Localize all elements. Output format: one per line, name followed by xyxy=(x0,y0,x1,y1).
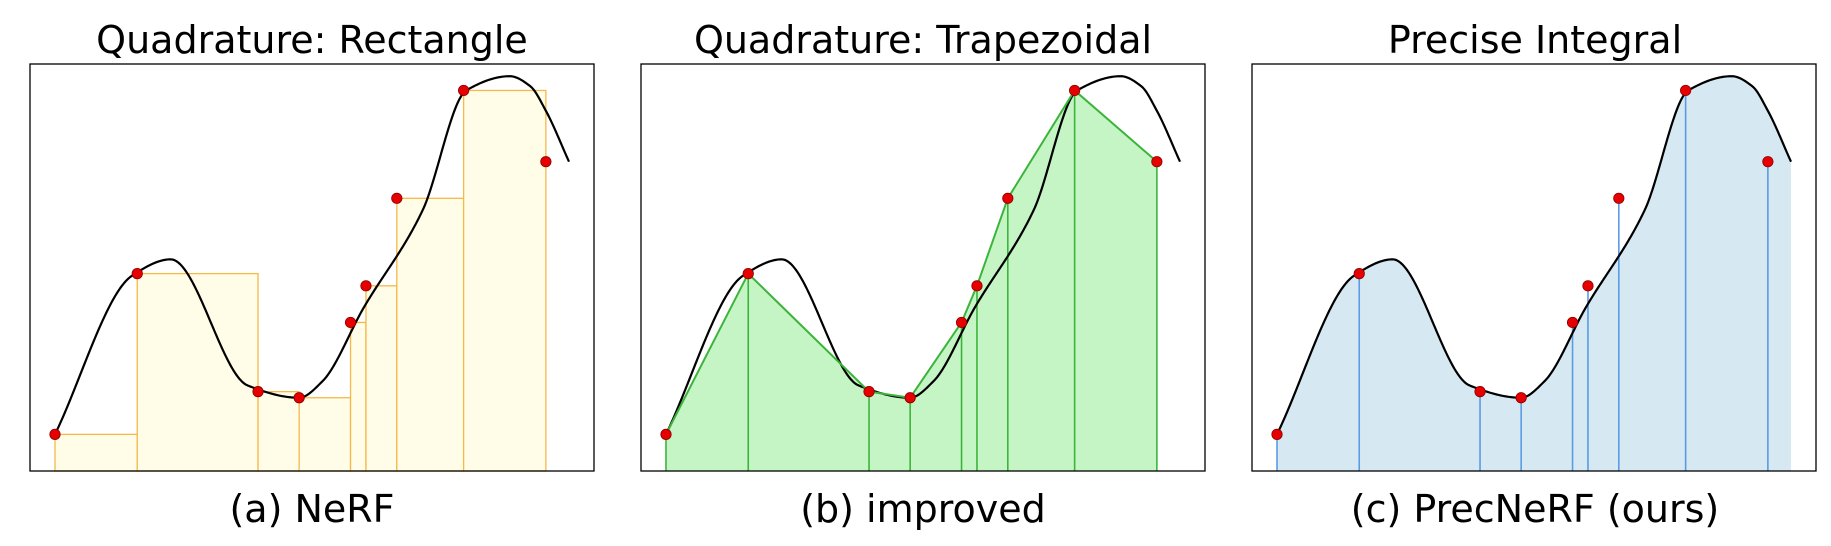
trapezoidal-quadrature-plot xyxy=(640,63,1206,472)
sample-point xyxy=(1566,316,1579,329)
axes-frame xyxy=(640,63,1206,472)
axes-frame xyxy=(29,63,595,472)
quadrature-bar xyxy=(462,89,547,472)
panel-caption-rectangle: (a) NeRF xyxy=(229,487,394,531)
sample-point xyxy=(1515,392,1527,404)
panel-caption-precise: (c) PrecNeRF (ours) xyxy=(1351,487,1719,531)
trapezoid-fill xyxy=(666,90,1157,471)
quadrature-bar xyxy=(136,272,259,472)
panel-caption-trapezoidal: (b) improved xyxy=(800,487,1046,531)
sample-point xyxy=(1151,156,1163,168)
panel-title-trapezoidal: Quadrature: Trapezoidal xyxy=(694,18,1152,62)
sample-point xyxy=(458,84,470,97)
integral-area xyxy=(1277,76,1791,472)
sample-point xyxy=(904,392,916,404)
sample-point xyxy=(1271,428,1283,440)
sample-point xyxy=(660,428,672,440)
sample-point xyxy=(540,156,552,168)
sample-point xyxy=(1680,84,1692,97)
quadrature-bar xyxy=(298,397,352,472)
panel-rectangle: Quadrature: Rectangle (a) NeRF xyxy=(29,18,595,531)
sample-point xyxy=(1474,386,1486,398)
quadrature-bar xyxy=(257,390,300,472)
precise-integral-plot xyxy=(1251,63,1817,472)
sample-point xyxy=(955,316,968,329)
sample-point xyxy=(742,268,754,280)
sample-point xyxy=(1353,268,1365,280)
quadrature-bar xyxy=(365,285,398,472)
sample-point xyxy=(344,316,357,329)
sample-point xyxy=(1582,280,1594,292)
panel-title-precise: Precise Integral xyxy=(1388,18,1682,62)
panel-title-rectangle: Quadrature: Rectangle xyxy=(96,18,528,62)
panel-precise: Precise Integral (c) PrecNeRF (ours) xyxy=(1251,18,1817,531)
quadrature-bar xyxy=(54,433,138,472)
sample-point xyxy=(131,268,143,280)
panel-trapezoidal: Quadrature: Trapezoidal (b) improved xyxy=(640,18,1206,531)
sample-point xyxy=(1002,192,1014,204)
sample-point xyxy=(360,280,372,292)
sample-point xyxy=(1069,84,1081,97)
rectangle-quadrature-plot xyxy=(29,63,595,472)
quadrature-bar xyxy=(396,197,465,472)
sample-point xyxy=(1762,156,1774,168)
sample-point xyxy=(49,428,61,440)
sample-point xyxy=(1613,192,1625,204)
sample-point xyxy=(293,392,305,404)
axes-frame xyxy=(1251,63,1817,472)
sample-point xyxy=(971,280,983,292)
sample-point xyxy=(863,386,875,398)
sample-point xyxy=(391,192,403,204)
sample-point xyxy=(252,386,264,398)
quadrature-bar xyxy=(349,321,367,472)
